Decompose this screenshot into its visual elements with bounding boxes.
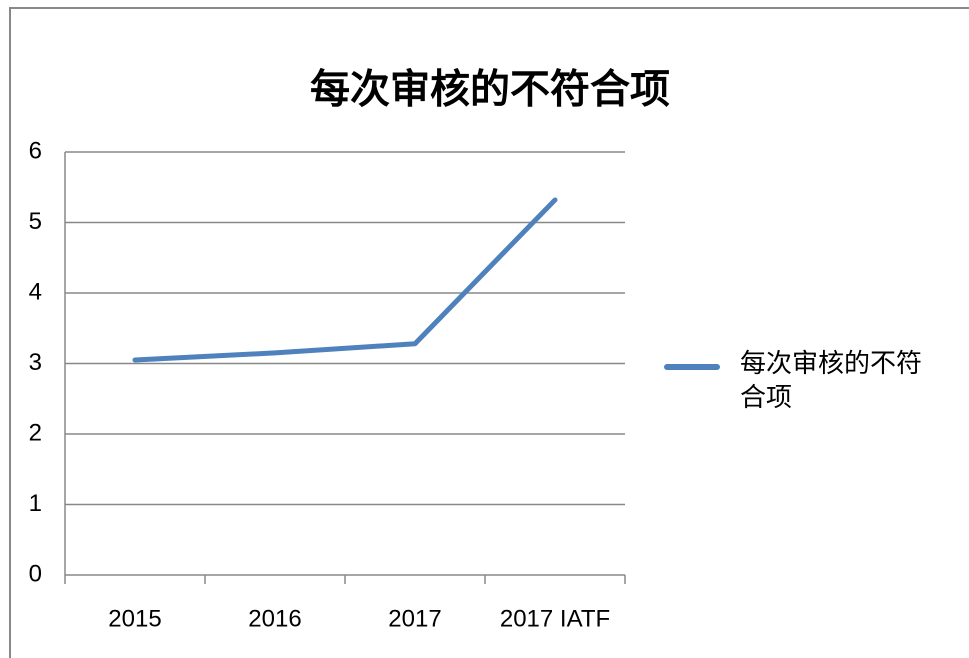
y-tick-label: 2 xyxy=(29,419,42,446)
chart-title: 每次审核的不符合项 xyxy=(310,68,670,112)
y-tick-label: 5 xyxy=(29,208,42,235)
x-tick-label: 2016 xyxy=(248,605,301,632)
x-tick-label: 2015 xyxy=(108,605,161,632)
frame xyxy=(9,7,969,658)
x-tick-label: 2017 IATF xyxy=(500,605,610,632)
y-tick-label: 1 xyxy=(29,490,42,517)
y-tick-label: 0 xyxy=(29,560,42,587)
series-line xyxy=(132,197,558,363)
y-tick-label: 3 xyxy=(29,349,42,376)
y-tick-label: 4 xyxy=(29,278,42,305)
y-tick-label: 6 xyxy=(29,137,42,164)
x-tick-label: 2017 xyxy=(388,605,441,632)
legend-label: 每次审核的不符合项 xyxy=(740,348,923,412)
